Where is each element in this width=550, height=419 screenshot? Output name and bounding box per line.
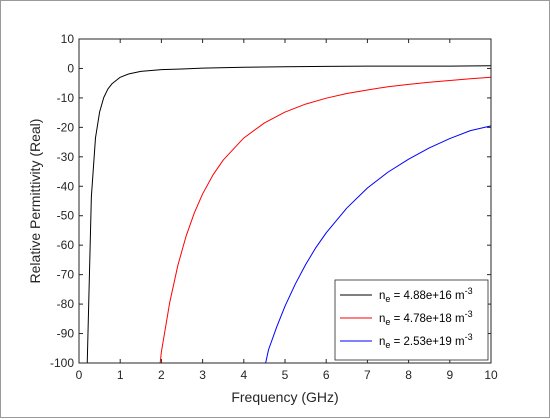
y-tick-label: 10 xyxy=(61,32,75,46)
x-tick-label: 9 xyxy=(446,368,453,382)
y-tick-label: -100 xyxy=(50,356,74,370)
x-tick-label: 10 xyxy=(484,368,498,382)
x-tick-label: 6 xyxy=(323,368,330,382)
y-tick-label: -90 xyxy=(57,327,75,341)
x-tick-label: 0 xyxy=(76,368,83,382)
x-tick-label: 5 xyxy=(282,368,289,382)
series-line-1 xyxy=(86,65,491,363)
legend-subscript: e xyxy=(385,294,390,304)
legend-symbol: n xyxy=(379,336,385,348)
series-line-2 xyxy=(159,76,491,363)
x-tick-label: 2 xyxy=(158,368,165,382)
legend-value: = 4.88e+16 m xyxy=(390,290,464,302)
legend-subscript: e xyxy=(385,317,390,327)
legend-symbol: n xyxy=(379,290,385,302)
y-tick-label: -10 xyxy=(57,91,75,105)
series-layer xyxy=(86,65,491,363)
y-tick-label: -20 xyxy=(57,120,75,134)
legend-subscript: e xyxy=(385,340,390,350)
legend-superscript: -3 xyxy=(465,332,473,342)
legend-superscript: -3 xyxy=(465,309,473,319)
y-tick-label: 0 xyxy=(67,61,74,75)
axes-frame xyxy=(78,38,492,364)
x-tick-label: 4 xyxy=(240,368,247,382)
x-tick-label: 7 xyxy=(364,368,371,382)
legend: ne = 4.88e+16 m-3ne = 4.78e+18 m-3ne = 2… xyxy=(334,279,489,361)
y-axis-label: Relative Permittivity (Real) xyxy=(27,119,43,284)
x-tick-label: 8 xyxy=(405,368,412,382)
legend-label-3: ne = 2.53e+19 m-3 xyxy=(379,332,473,350)
y-tick-label: -60 xyxy=(57,238,75,252)
y-tick-label: -30 xyxy=(57,150,75,164)
legend-symbol: n xyxy=(379,313,385,325)
legend-label-1: ne = 4.88e+16 m-3 xyxy=(379,286,473,304)
legend-value: = 2.53e+19 m xyxy=(390,336,464,348)
series-line-3 xyxy=(265,125,491,363)
y-tick-label: -50 xyxy=(57,209,75,223)
legend-label-2: ne = 4.78e+18 m-3 xyxy=(379,309,473,327)
y-tick-label: -70 xyxy=(57,268,75,282)
legend-superscript: -3 xyxy=(465,286,473,296)
x-axis-label: Frequency (GHz) xyxy=(231,389,338,405)
legend-box xyxy=(334,279,489,361)
x-tick-label: 1 xyxy=(117,368,124,382)
x-tick-label: 3 xyxy=(199,368,206,382)
y-tick-label: -80 xyxy=(57,297,75,311)
y-tick-label: -40 xyxy=(57,179,75,193)
legend-value: = 4.78e+18 m xyxy=(390,313,464,325)
ticks-layer: 0 1 2 3 4 5 6 7 8 9 10 10 0 -10 -20 -30 -40 -50 -60 -70 -80 -… xyxy=(50,32,498,382)
